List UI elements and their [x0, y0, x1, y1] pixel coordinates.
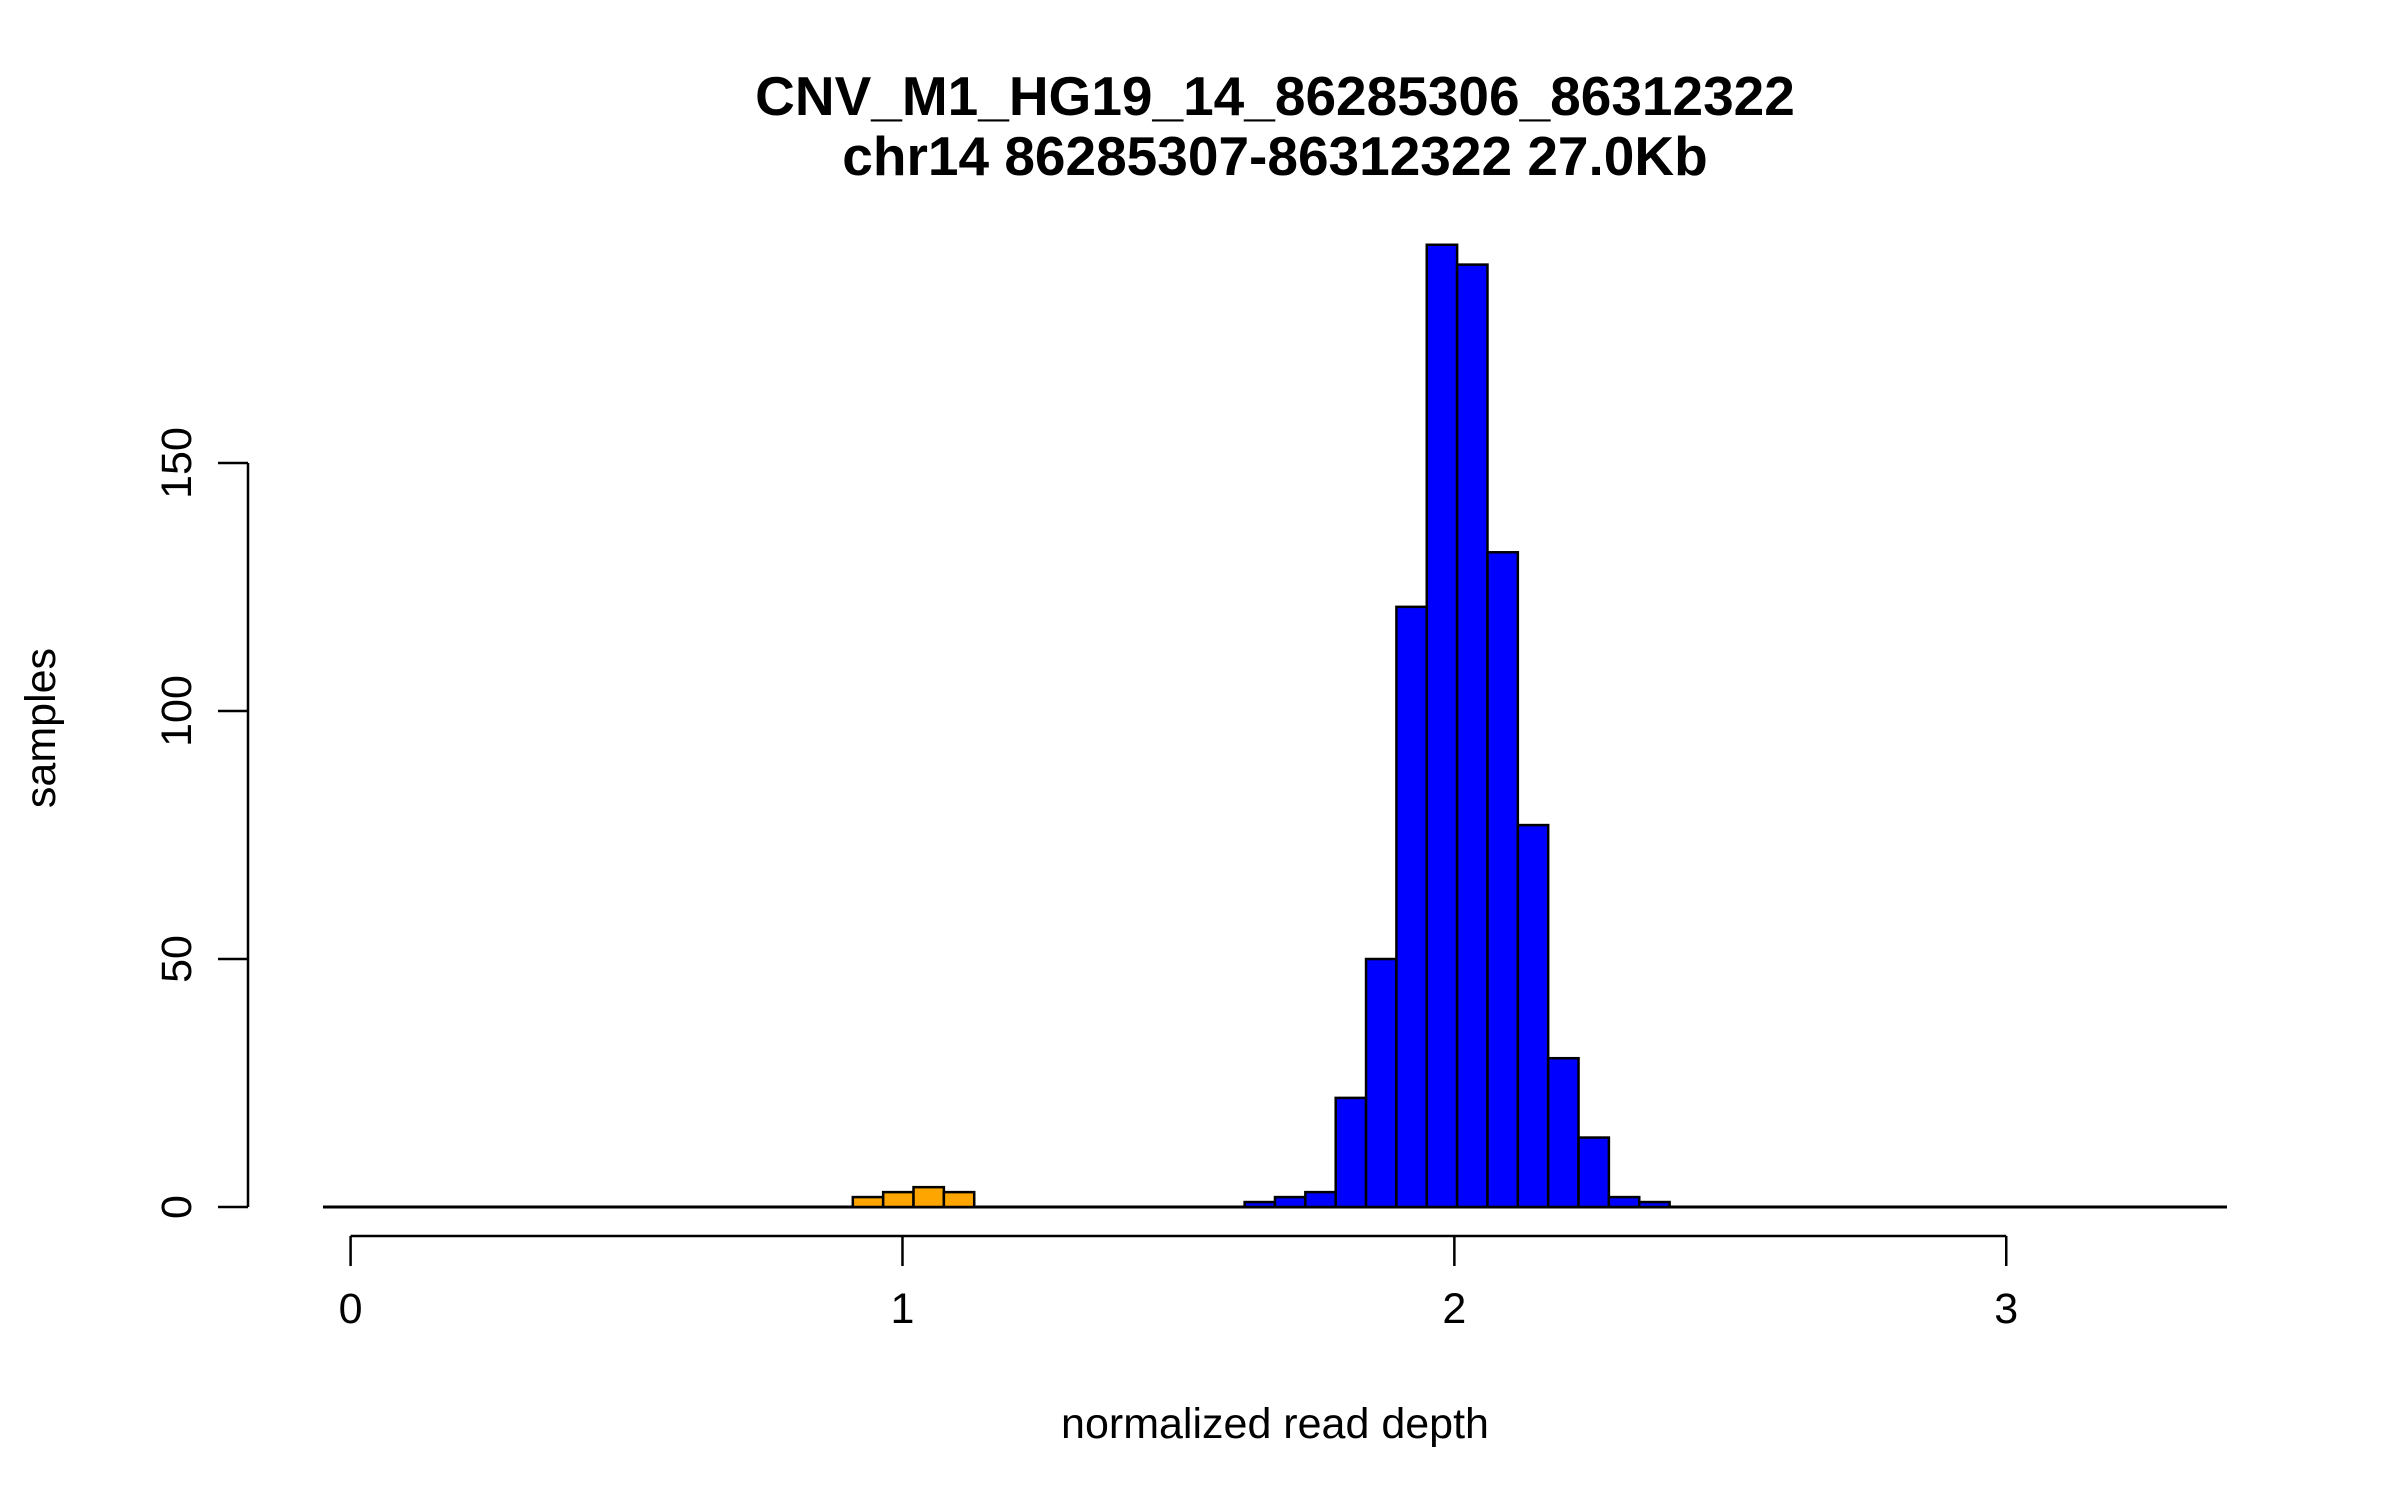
histogram-bar-normal-3: [1334, 1096, 1368, 1209]
y-axis: 0 50 100 150: [153, 427, 250, 1219]
histogram-bar-normal-7: [1455, 263, 1489, 1209]
x-axis-label: normalized read depth: [1061, 1400, 1489, 1448]
x-tick-label-3: 3: [1994, 1285, 2018, 1333]
histogram-bar-normal-5: [1395, 605, 1429, 1209]
histogram-bar-normal-12: [1607, 1195, 1641, 1209]
histogram-bar-deletion-0: [851, 1195, 885, 1209]
chart-subtitle: chr14 86285307-86312322 27.0Kb: [842, 125, 1707, 187]
bars-layer: [323, 243, 2227, 1209]
y-tick-label-0: 0: [153, 1195, 201, 1219]
histogram-bar-deletion-1: [881, 1190, 915, 1209]
y-axis-label: samples: [17, 648, 65, 808]
histogram-bar-normal-6: [1425, 243, 1459, 1209]
y-tick-label-3: 150: [153, 427, 201, 499]
histogram-bar-normal-2: [1304, 1190, 1337, 1209]
chart-title: CNV_M1_HG19_14_86285306_86312322: [755, 65, 1795, 127]
histogram-bar-normal-4: [1364, 957, 1398, 1209]
histogram-bar-normal-9: [1516, 823, 1550, 1209]
histogram-bar-normal-8: [1486, 551, 1520, 1209]
x-tick-label-2: 2: [1442, 1285, 1466, 1333]
histogram-bar-normal-13: [1637, 1200, 1671, 1209]
histogram-bar-deletion-2: [912, 1185, 946, 1209]
x-axis: 0 1 2 3: [339, 1234, 2018, 1333]
histogram-bar-normal-10: [1546, 1056, 1580, 1209]
x-tick-label-0: 0: [339, 1285, 363, 1333]
histogram-bar-deletion-3: [942, 1190, 976, 1209]
y-tick-label-2: 100: [153, 675, 201, 747]
histogram-bar-normal-11: [1577, 1136, 1611, 1209]
histogram-bar-normal-0: [1243, 1200, 1277, 1209]
x-tick-label-1: 1: [891, 1285, 915, 1333]
y-tick-label-1: 50: [153, 935, 201, 983]
histogram-bar-normal-1: [1273, 1195, 1307, 1209]
